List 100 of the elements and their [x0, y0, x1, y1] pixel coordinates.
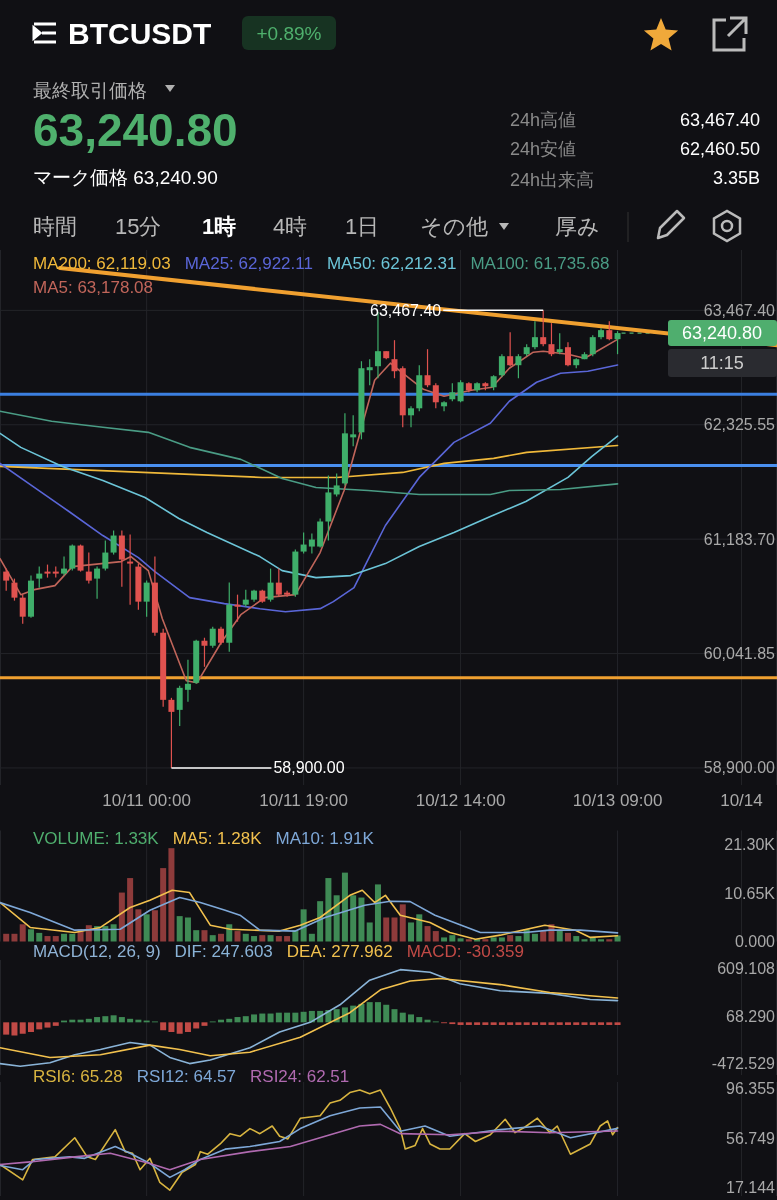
- bar: [457, 938, 464, 942]
- text: 62,460.50: [679, 139, 760, 159]
- text: RSI24: 62.51: [250, 1066, 350, 1086]
- bar: [573, 1022, 580, 1025]
- bar: [507, 1022, 514, 1025]
- annotation: 11:15: [700, 353, 744, 374]
- ref-line-label: 63,240.80: [681, 323, 763, 344]
- text: MA5: 63,178.08: [33, 277, 154, 297]
- bar: [465, 1022, 472, 1025]
- candlestick: [61, 555, 68, 577]
- candlestick: [308, 532, 315, 555]
- bar: [606, 939, 613, 942]
- candlestick: [218, 626, 224, 646]
- x-tick-label: 10/11 00:00: [102, 790, 191, 810]
- candlestick: [498, 353, 505, 378]
- bar: [94, 1017, 101, 1023]
- bar: [408, 1014, 415, 1023]
- bar: [201, 1022, 208, 1026]
- bar: [540, 931, 547, 942]
- bar: [507, 935, 514, 942]
- bar: [36, 1022, 43, 1030]
- candlestick: [201, 637, 208, 668]
- bar: [234, 1017, 241, 1023]
- candlestick: [3, 568, 10, 592]
- y-tick-label: 609.108: [717, 960, 776, 978]
- candlestick: [548, 322, 555, 357]
- candlestick: [127, 533, 134, 606]
- bar: [515, 1022, 522, 1025]
- bar: [614, 1022, 621, 1025]
- bar: [523, 1022, 530, 1025]
- x-tick-label: 10/11 19:00: [259, 790, 348, 810]
- bar: [556, 930, 563, 942]
- y-tick-label: 96.355: [726, 1080, 776, 1098]
- candlestick: [556, 332, 563, 355]
- bar: [234, 931, 241, 942]
- text: 63,240.80: [33, 104, 238, 156]
- candlestick: [441, 400, 448, 412]
- bar: [267, 935, 274, 942]
- y-tick-label: 61,183.70: [703, 530, 776, 548]
- bar: [184, 917, 191, 942]
- bar: [441, 937, 448, 942]
- text: MA100: 61,735.68: [470, 253, 610, 273]
- bar: [498, 1022, 505, 1025]
- candlestick: [36, 565, 43, 589]
- text: 63,467.40: [679, 110, 760, 130]
- bar: [325, 878, 332, 942]
- candlestick: [234, 594, 241, 623]
- bar: [160, 1022, 167, 1031]
- bar: [374, 1002, 381, 1023]
- bar: [118, 1017, 125, 1023]
- candlestick: [515, 353, 522, 379]
- bar: [391, 1009, 398, 1023]
- bar: [333, 895, 340, 942]
- candlestick: [69, 543, 76, 572]
- bar: [3, 933, 10, 942]
- candlestick: [143, 580, 150, 618]
- candlestick: [102, 539, 109, 572]
- bar: [391, 917, 398, 942]
- text: DIF: 247.603: [174, 941, 273, 961]
- bar: [350, 895, 357, 942]
- candlestick: [275, 568, 282, 598]
- bar: [284, 936, 291, 942]
- text: 1日: [345, 213, 380, 239]
- bar: [581, 939, 588, 942]
- text: MA5: 1.28K: [172, 828, 263, 848]
- text: +0.89%: [256, 22, 322, 44]
- bar: [308, 933, 315, 942]
- bar: [135, 909, 142, 942]
- candlestick: [424, 348, 431, 388]
- bar: [341, 872, 348, 942]
- candlestick: [19, 594, 26, 625]
- bar: [449, 935, 456, 942]
- bar: [399, 904, 406, 942]
- candlestick: [11, 578, 18, 602]
- bar: [564, 1022, 571, 1025]
- bar: [102, 926, 109, 942]
- bar: [242, 1016, 249, 1023]
- bar: [606, 1022, 613, 1025]
- candlestick: [110, 529, 117, 556]
- text: MACD: -30.359: [406, 941, 524, 961]
- bar: [201, 930, 208, 942]
- bar: [383, 917, 390, 942]
- text: MA25: 62,922.11: [184, 253, 313, 273]
- candlestick: [507, 331, 514, 367]
- candlestick: [176, 685, 183, 727]
- candlestick: [589, 334, 596, 357]
- candlestick: [614, 330, 621, 355]
- y-tick-label: 58,900.00: [703, 759, 776, 777]
- text: BTCUSDT: [68, 16, 212, 50]
- text: 1時: [202, 213, 237, 239]
- bar: [424, 926, 431, 942]
- bar: [300, 1011, 307, 1023]
- bar: [11, 1022, 18, 1036]
- text: MA10: 1.91K: [275, 828, 375, 848]
- bar: [36, 932, 43, 942]
- label-box: 11:15: [668, 349, 777, 378]
- y-tick-label: 21.30K: [724, 836, 776, 854]
- bar: [118, 892, 125, 942]
- bar: [498, 937, 505, 942]
- text: マーク価格 63,240.90: [33, 166, 218, 188]
